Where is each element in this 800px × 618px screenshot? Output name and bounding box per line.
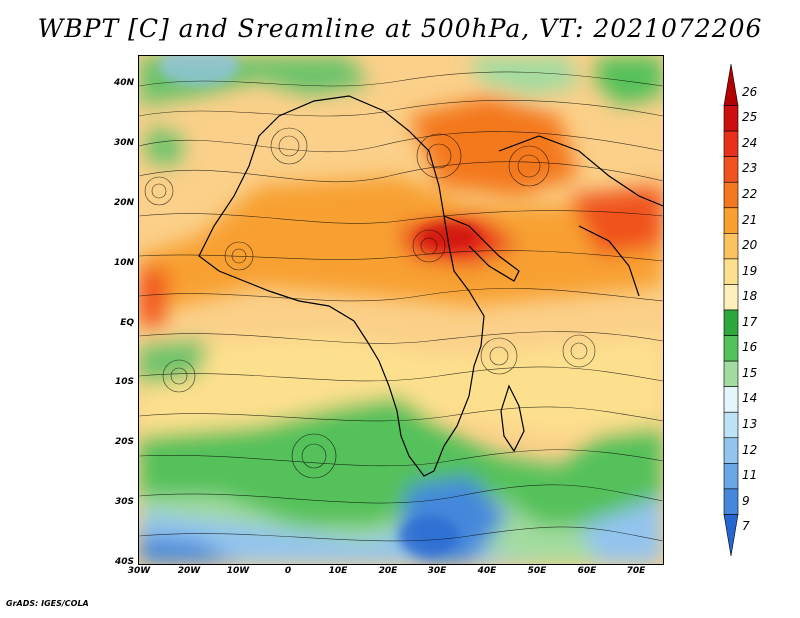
colorbar-bin [723,514,739,557]
colorbar-bin [723,463,739,490]
coastlines [198,95,663,477]
colorbar [723,63,739,557]
sw-blue-region [139,536,239,564]
orange-belt [139,176,663,306]
colorbar-bin [723,360,739,387]
lon-label-70e: 70E [626,566,646,576]
colorbar-label: 25 [742,110,758,125]
west-orange-spot [139,266,169,326]
arabia-coast [498,135,663,207]
colorbar-label: 7 [742,519,750,534]
nw-green-spot [144,126,184,166]
colorbar-bin [723,258,739,285]
lon-label-10e: 10E [328,566,348,576]
lon-label-50e: 50E [527,566,547,576]
colorbar-label: 17 [742,314,758,329]
colorbar-label: 23 [742,161,758,176]
red-hotspot-2 [569,186,663,256]
lat-label-10s: 10S [114,377,134,387]
lat-label-30n: 30N [113,138,134,148]
colorbar-label: 21 [742,212,758,227]
blue-core [399,516,459,556]
colorbar-bin [723,233,739,260]
streamlines [139,71,663,542]
colorbar-label: 20 [742,238,758,253]
colorbar-bin [723,156,739,183]
lon-label-60e: 60E [577,566,597,576]
red-core [419,221,479,251]
lat-label-40s: 40S [114,557,134,567]
lon-label-40e: 40E [477,566,497,576]
colorbar-label: 16 [742,340,758,355]
colorbar-bin [723,411,739,439]
lon-label-20w: 20W [177,566,201,576]
colorbar-bin [723,130,739,157]
lat-label-30s: 30S [114,497,134,507]
colorbar-bin [723,386,739,413]
colorbar-label: 22 [742,187,758,201]
colorbar-bin [723,105,739,132]
colorbar-label: 13 [742,417,758,431]
pale-band [139,336,663,436]
grads-footer: GrADS: IGES/COLA [6,599,89,608]
colorbar-label: 14 [742,391,758,406]
se-blue-region [579,496,663,564]
africa-outline [198,95,485,477]
colorbar-label: 24 [742,135,758,150]
lat-label-20n: 20N [113,198,134,208]
colorbar-label: 12 [742,442,758,457]
madagascar-outline [500,384,525,453]
lon-label-30w: 30W [127,566,151,576]
map-title: WBPT [C] and Sreamline at 500hPa, VT: 20… [37,14,763,43]
red-sea-coast [443,215,520,282]
colorbar-label: 26 [742,84,758,99]
lat-label-20s: 20S [114,437,134,447]
lon-label-0: 0 [284,566,292,576]
colorbar-label: 11 [742,468,758,483]
colorbar-bin [723,335,739,362]
lon-label-30e: 30E [427,566,447,576]
wbpt-field [139,56,663,564]
north-africa-orange [409,96,579,196]
india-coast [578,225,640,297]
lon-label-20e: 20E [378,566,398,576]
colorbar-label: 9 [742,493,750,508]
colorbar-label: 15 [742,365,758,380]
colorbar-bin [723,284,739,311]
colorbar-bin [723,437,739,464]
lat-label-40n: 40N [113,78,134,88]
north-green-region-2 [469,56,579,96]
colorbar-bin [723,63,739,106]
colorbar-bin [723,488,739,515]
colorbar-bin [723,181,739,209]
colorbar-label: 19 [742,263,758,278]
colorbar-label: 18 [742,289,758,304]
colorbar-bin [723,309,739,336]
lon-label-10w: 10W [226,566,250,576]
lat-label-eq: EQ [120,318,134,328]
colorbar-bin [723,207,739,234]
nw-blue-spot [159,56,239,86]
map-plot-area [138,55,664,565]
lat-label-10n: 10N [113,258,134,268]
